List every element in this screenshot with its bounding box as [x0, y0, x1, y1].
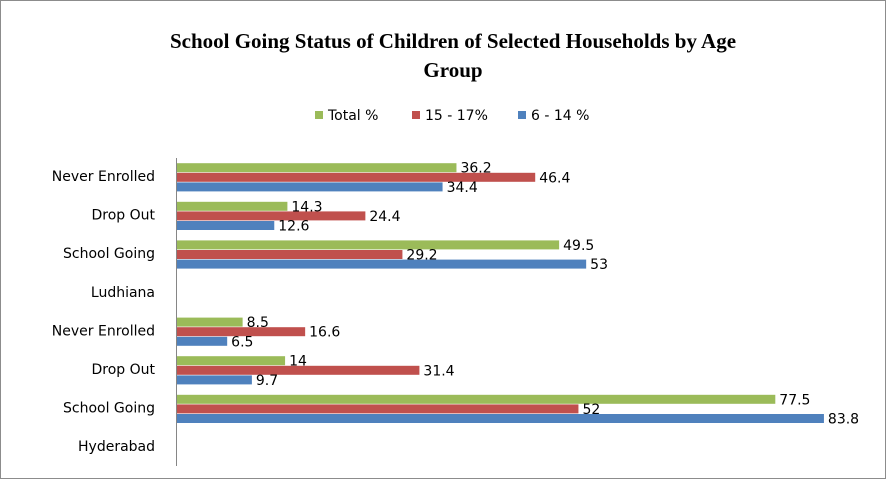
bar: [177, 365, 420, 375]
category-labels: Never Enrolled Drop Out School Going Ludhia…: [52, 169, 156, 455]
legend-swatch-2: [412, 111, 420, 119]
category-label: School Going: [63, 246, 155, 262]
bar: [177, 240, 560, 250]
bars: [177, 163, 824, 423]
data-label: 14: [289, 354, 307, 370]
data-label: 34.4: [447, 180, 478, 196]
legend: Total % 15 - 17% 6 - 14 %: [315, 108, 589, 124]
bar: [177, 404, 579, 414]
data-label: 46.4: [539, 170, 570, 186]
bar: [177, 259, 587, 269]
legend-swatch-3: [518, 111, 526, 119]
data-labels: 36.2 46.4 34.4 14.3 24.4 12.6 49.5 29.2 53 8.5 16.…: [231, 161, 859, 428]
data-label: 16.6: [309, 325, 340, 341]
data-label: 49.5: [563, 238, 594, 254]
bar: [177, 172, 536, 182]
data-label: 14.3: [291, 199, 322, 215]
bar: [177, 201, 288, 211]
category-label: Hyderabad: [78, 439, 155, 455]
legend-label-3: 6 - 14 %: [531, 108, 589, 124]
data-label: 9.7: [256, 373, 278, 389]
category-label: Never Enrolled: [52, 169, 155, 185]
chart-title-line-1: School Going Status of Children of Selec…: [170, 29, 736, 53]
category-label: Drop Out: [91, 208, 155, 224]
category-label: School Going: [63, 401, 155, 417]
bar: [177, 327, 306, 337]
bar: [177, 394, 776, 404]
chart-title-line-2: Group: [423, 58, 482, 82]
bar: [177, 336, 228, 346]
data-label: 36.2: [460, 161, 491, 177]
bar: [177, 182, 443, 192]
bar: [177, 211, 366, 221]
data-label: 29.2: [406, 248, 437, 264]
bar: [177, 317, 243, 327]
bar: [177, 356, 286, 366]
data-label: 31.4: [423, 363, 454, 379]
bar: [177, 163, 457, 173]
category-label: Never Enrolled: [52, 323, 155, 339]
bar: [177, 221, 275, 230]
legend-label-2: 15 - 17%: [425, 108, 488, 124]
data-label: 12.6: [278, 219, 309, 235]
data-label: 52: [582, 402, 600, 418]
data-label: 83.8: [828, 412, 859, 428]
data-label: 6.5: [231, 334, 253, 350]
data-label: 77.5: [779, 392, 810, 408]
data-label: 8.5: [247, 315, 269, 331]
data-label: 24.4: [369, 209, 400, 225]
data-label: 53: [590, 257, 608, 273]
bar: [177, 414, 824, 423]
legend-label-1: Total %: [327, 108, 378, 124]
category-label: Ludhiana: [91, 285, 155, 301]
bar: [177, 375, 252, 385]
category-label: Drop Out: [91, 362, 155, 378]
legend-swatch-1: [315, 111, 323, 119]
bar: [177, 250, 403, 259]
